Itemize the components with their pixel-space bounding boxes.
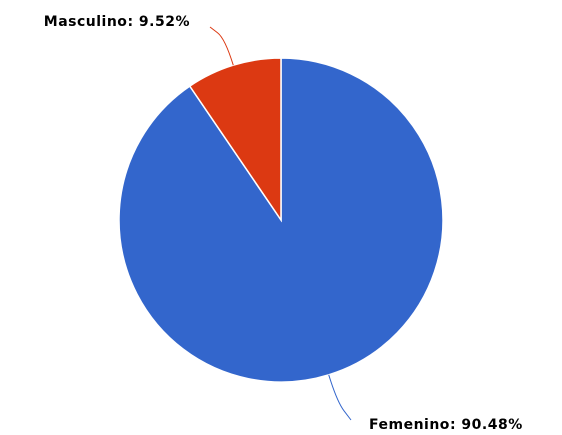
- slice-label: Masculino: 9.52%: [44, 14, 190, 30]
- slice-value: 90.48%: [461, 417, 522, 433]
- slice-value: 9.52%: [139, 14, 190, 30]
- slice-label: Femenino: 90.48%: [369, 417, 523, 433]
- slice-name: Femenino: [369, 417, 450, 433]
- separator: :: [450, 417, 461, 433]
- separator: :: [127, 14, 138, 30]
- leader-line: [328, 374, 352, 421]
- leader-line: [209, 26, 234, 66]
- slice-name: Masculino: [44, 14, 128, 30]
